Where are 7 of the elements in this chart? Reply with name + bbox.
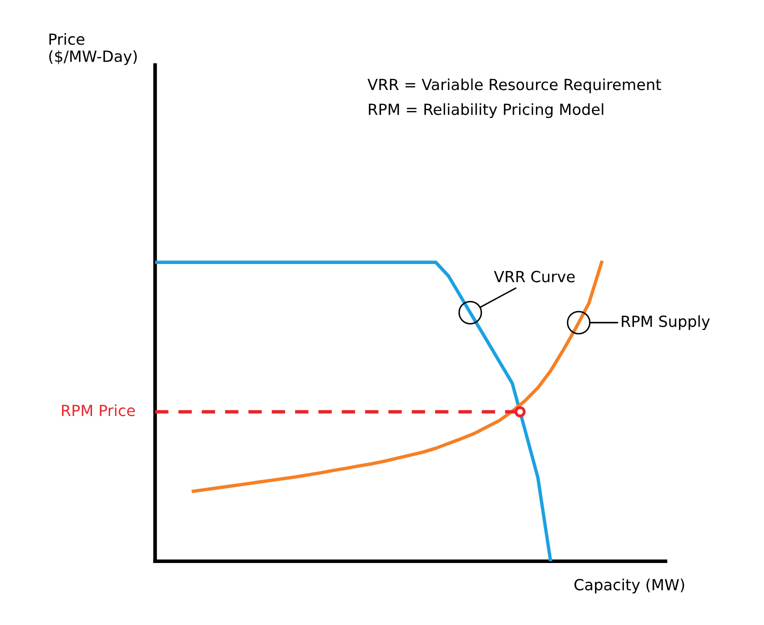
annotation: RPM Supply	[622, 315, 710, 330]
text: Price ($/MW-Day)	[49, 33, 137, 65]
ref-line-label: RPM Price	[62, 404, 135, 416]
text: RPM = Reliability Pricing Model	[368, 103, 604, 118]
x-axis-title: Capacity (MW)	[574, 578, 684, 594]
annotation: VRR Curve	[494, 270, 575, 282]
text: VRR = Variable Resource Requirement	[368, 78, 662, 94]
